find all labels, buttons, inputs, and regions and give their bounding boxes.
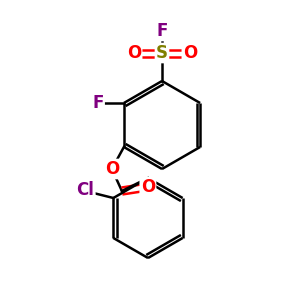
Text: O: O <box>141 178 155 196</box>
Text: F: F <box>92 94 103 112</box>
Text: S: S <box>156 44 168 62</box>
Text: O: O <box>127 44 141 62</box>
Text: F: F <box>156 22 168 40</box>
Text: O: O <box>105 160 119 178</box>
Text: Cl: Cl <box>76 181 94 199</box>
Text: O: O <box>183 44 197 62</box>
